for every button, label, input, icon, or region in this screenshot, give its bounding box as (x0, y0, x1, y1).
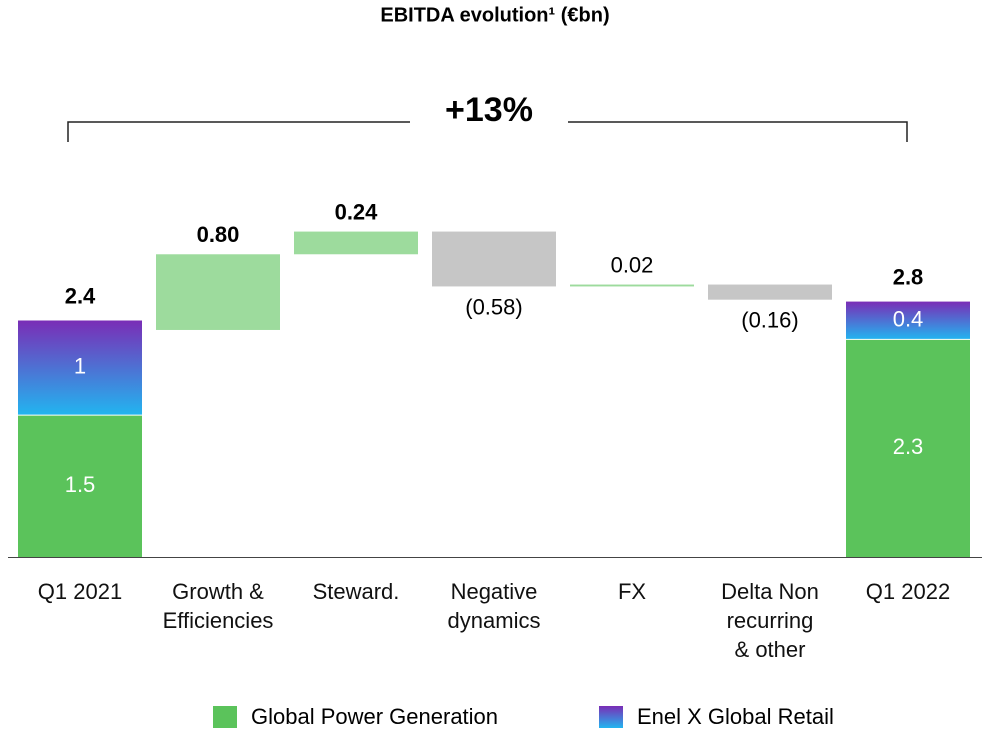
bar (294, 231, 418, 255)
segment-label: 2.3 (893, 434, 924, 459)
x-tick-label: Q1 2021 (37, 579, 123, 604)
x-tick-label: Growth & Efficiencies (162, 579, 274, 633)
bar (708, 284, 832, 300)
segment-label: 1 (74, 354, 86, 379)
x-tick-label: Q1 2022 (865, 579, 951, 604)
bar (570, 284, 694, 287)
x-tick-label: Negative dynamics (447, 579, 541, 633)
x-tick-label: Steward. (312, 579, 400, 604)
x-tick-label: Delta Non recurring & other (721, 579, 819, 662)
bracket (67, 121, 908, 142)
legend-swatch (213, 706, 237, 728)
annotation: +13% (445, 91, 533, 129)
segment-label: 0.4 (893, 306, 924, 331)
legend-swatch (599, 706, 623, 728)
bar (156, 254, 280, 330)
value-label: (0.16) (741, 308, 798, 333)
segment-label: 1.5 (65, 472, 96, 497)
x-tick-label: FX (617, 579, 647, 604)
total-label: 2.8 (893, 264, 924, 289)
value-label: 0.02 (611, 252, 654, 277)
bar-segment (846, 301, 970, 340)
value-label: 0.80 (197, 222, 240, 247)
bar-segment (18, 320, 142, 416)
bar (432, 231, 556, 287)
bar-segment (846, 339, 970, 557)
total-label: 2.4 (65, 283, 96, 308)
value-label: 0.24 (335, 199, 379, 224)
legend-label: Global Power Generation (251, 704, 498, 729)
legend-label: Enel X Global Retail (637, 704, 834, 729)
chart-title: EBITDA evolution¹ (€bn) (380, 4, 609, 26)
value-label: (0.58) (465, 294, 522, 319)
bar-segment (18, 415, 142, 557)
